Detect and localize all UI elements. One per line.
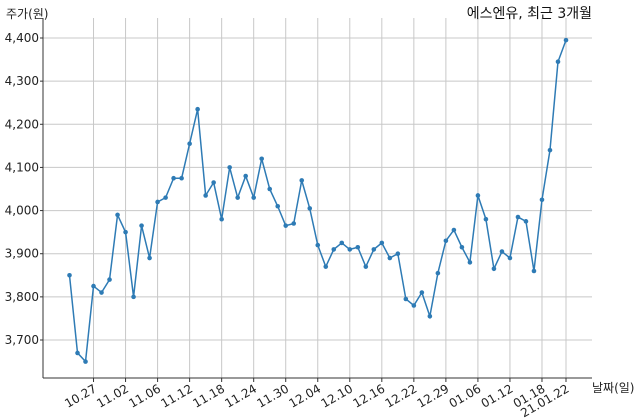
price-point <box>235 195 240 200</box>
y-tick-label: 3,900 <box>5 247 39 261</box>
price-point <box>339 240 345 246</box>
y-tick-labels: 3,700 3,800 3,900 4,000 4,100 4,200 4,300 4,400 <box>5 31 39 347</box>
price-point <box>523 219 529 224</box>
x-tick-label: 11.18 <box>190 381 227 410</box>
x-tick-label: 12.29 <box>415 381 452 410</box>
x-tick-label: 10.27 <box>62 381 99 410</box>
y-tick-label: 4,300 <box>5 74 39 88</box>
price-point <box>331 247 337 252</box>
price-point <box>187 141 192 146</box>
price-point <box>75 350 80 356</box>
price-point <box>499 249 505 254</box>
price-point <box>307 206 313 211</box>
price-point <box>355 244 361 250</box>
y-tick-label: 4,200 <box>5 117 39 131</box>
x-tick-labels: 10.2711.0211.0611.1211.1811.2411.3012.04… <box>62 381 571 419</box>
price-point <box>491 266 497 272</box>
y-tick-label: 4,000 <box>5 204 39 218</box>
y-axis-label: 주가(원) <box>6 7 48 21</box>
price-point <box>227 165 232 170</box>
price-point <box>147 255 152 261</box>
price-point <box>451 227 457 233</box>
price-point <box>219 216 224 222</box>
price-point <box>291 221 297 226</box>
y-tick-label: 3,700 <box>5 333 39 347</box>
price-point <box>347 247 353 252</box>
price-point <box>555 59 561 65</box>
price-point <box>163 195 168 200</box>
price-point <box>395 251 401 257</box>
price-point <box>243 173 248 179</box>
price-point <box>315 242 321 248</box>
price-point <box>363 264 369 269</box>
price-point <box>267 186 273 192</box>
price-point <box>203 193 208 198</box>
x-tick-label: 01.12 <box>479 381 516 410</box>
price-point <box>283 223 289 228</box>
x-tick-label: 11.02 <box>94 381 131 410</box>
price-point <box>371 247 377 252</box>
x-tick-label: 12.10 <box>319 381 356 410</box>
x-tick-label: 12.22 <box>383 381 420 410</box>
price-point <box>83 359 88 364</box>
price-points <box>67 37 569 364</box>
price-point <box>67 272 72 278</box>
x-tick-label: 12.16 <box>351 381 388 410</box>
y-tick-label: 4,100 <box>5 160 39 174</box>
price-point <box>275 203 281 209</box>
price-point <box>155 199 160 205</box>
price-point <box>547 147 553 153</box>
price-point <box>411 303 417 308</box>
price-point <box>99 290 104 295</box>
price-point <box>459 244 465 250</box>
price-point <box>259 156 264 162</box>
price-point <box>467 260 473 265</box>
price-point <box>563 37 569 43</box>
price-point <box>251 195 256 200</box>
price-point <box>179 175 184 181</box>
price-point <box>171 175 176 181</box>
price-point <box>107 277 112 282</box>
x-tick-label: 01.06 <box>447 381 484 410</box>
y-tick-label: 3,800 <box>5 290 39 304</box>
price-point <box>435 270 441 276</box>
price-point <box>131 294 136 300</box>
x-axis-label: 날짜(일) <box>592 381 634 395</box>
price-point <box>387 255 393 261</box>
price-point <box>419 290 425 295</box>
x-tick-label: 12.04 <box>286 381 323 410</box>
price-point <box>427 313 433 319</box>
x-tick-label: 11.30 <box>254 381 291 410</box>
y-tick-label: 4,400 <box>5 31 39 45</box>
price-point <box>123 229 128 235</box>
price-point <box>299 178 305 183</box>
price-point <box>483 216 489 222</box>
x-tick-label: 11.06 <box>126 381 163 410</box>
price-point <box>379 240 385 246</box>
x-tick-label: 11.24 <box>222 381 259 410</box>
price-point <box>475 193 481 198</box>
chart-title: 에스엔유, 최근 3개월 <box>467 6 592 22</box>
axes <box>40 18 592 382</box>
price-point <box>323 264 329 269</box>
price-point <box>211 180 216 185</box>
price-point <box>515 214 521 220</box>
price-point <box>403 296 409 302</box>
x-tick-label: 11.12 <box>158 381 195 410</box>
price-point <box>531 268 537 274</box>
price-point <box>507 255 513 261</box>
price-point <box>539 197 545 203</box>
price-point <box>139 223 144 228</box>
price-point <box>115 212 120 218</box>
grid-lines <box>43 18 592 378</box>
price-point <box>443 238 449 244</box>
price-point <box>195 106 200 112</box>
price-point <box>91 283 96 289</box>
